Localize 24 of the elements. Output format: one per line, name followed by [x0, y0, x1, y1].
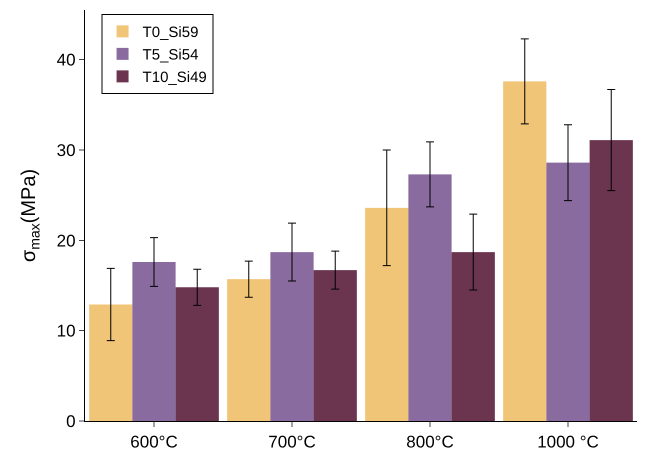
legend-label: T10_Si49 [142, 69, 207, 86]
legend-label: T0_Si59 [142, 24, 198, 42]
x-tick-label: 700°C [268, 432, 316, 452]
bar [503, 81, 546, 421]
bar [314, 270, 357, 421]
bar [176, 287, 219, 421]
y-tick-label: 30 [56, 140, 76, 160]
x-tick-label: 800°C [406, 432, 454, 452]
bar [270, 252, 314, 421]
x-tick-label: 1000 °C [537, 432, 599, 452]
bar [365, 208, 408, 421]
y-tick-label: 10 [56, 322, 76, 341]
y-tick-label: 40 [56, 50, 76, 70]
bar [590, 140, 633, 421]
legend-label: T5_Si54 [142, 46, 198, 64]
bar [89, 304, 132, 421]
bar [132, 262, 176, 421]
bar [227, 279, 270, 421]
y-tick-label: 20 [56, 231, 76, 250]
bar [546, 162, 590, 421]
y-tick-label: 0 [66, 412, 76, 431]
x-tick-label: 600°C [130, 432, 178, 452]
bar [452, 252, 495, 421]
bar [408, 174, 452, 421]
